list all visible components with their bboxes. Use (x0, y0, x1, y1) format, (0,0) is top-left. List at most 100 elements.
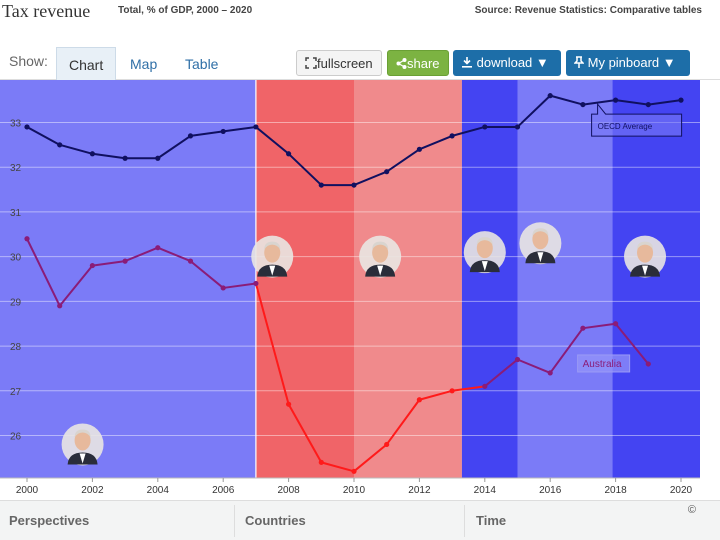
term-band (612, 80, 700, 478)
data-point (449, 388, 455, 394)
data-point (580, 325, 586, 331)
series-line-segment (353, 170, 388, 187)
data-point (89, 151, 95, 157)
data-point (416, 146, 422, 152)
y-tick-label: 28 (10, 342, 22, 353)
data-point (351, 182, 357, 188)
data-point (384, 441, 390, 448)
term-band (461, 80, 518, 478)
term-band (255, 80, 354, 478)
portrait-collar (269, 265, 276, 276)
x-tick-label: 2002 (81, 485, 104, 496)
data-point (253, 124, 259, 130)
data-point (24, 124, 30, 130)
copyright-icon: © (687, 504, 696, 516)
data-point (514, 124, 521, 130)
series-line-segment (223, 125, 257, 133)
data-point (547, 370, 553, 376)
portrait-face (264, 242, 281, 263)
pinboard-button[interactable]: My pinboard ▼ (566, 50, 690, 76)
tab-table[interactable]: Table (185, 56, 219, 72)
expand-icon (305, 57, 317, 69)
term-band (354, 80, 462, 478)
y-tick-label: 29 (10, 297, 22, 308)
data-point (449, 133, 455, 139)
data-point (286, 401, 292, 407)
series-line-segment (648, 99, 682, 106)
series-line-segment (287, 153, 322, 186)
source-link[interactable]: Source: Revenue Statistics: Comparative … (474, 5, 702, 16)
data-point (155, 245, 161, 251)
series-line-segment (419, 389, 453, 401)
data-point (57, 142, 63, 148)
portrait-hair (74, 429, 91, 438)
caret-down-icon: ▼ (535, 55, 549, 70)
portrait-hair (532, 228, 549, 237)
data-point (57, 303, 63, 309)
portrait-face (637, 242, 654, 263)
show-label: Show: (9, 53, 48, 69)
data-point (318, 182, 324, 188)
series-line-segment (92, 152, 126, 160)
portrait-hair (372, 241, 389, 250)
countries-tab[interactable]: Countries (245, 513, 306, 528)
tab-chart[interactable]: Chart (56, 47, 117, 81)
chart-title: Tax revenue (2, 1, 91, 21)
x-tick-label: 2006 (212, 485, 235, 496)
data-point (24, 236, 30, 242)
portrait-face (532, 229, 549, 250)
series-line-segment (59, 143, 93, 155)
series-line-segment (419, 134, 453, 151)
oecd-series-label: OECD Average (598, 122, 653, 131)
series-line-segment (189, 260, 224, 289)
tab-map[interactable]: Map (130, 56, 158, 72)
fullscreen-label: fullscreen (317, 56, 373, 71)
chart-header: Tax revenue Total, % of GDP, 2000 – 2020… (0, 0, 720, 26)
y-tick-label: 32 (10, 163, 22, 174)
series-line-segment (190, 130, 224, 137)
share-button[interactable]: share (387, 50, 449, 76)
x-tick-label: 2020 (670, 485, 693, 496)
data-point (482, 124, 488, 130)
portrait-2018-2020 (624, 235, 667, 278)
chart-subtitle: Total, % of GDP, 2000 – 2020 (118, 5, 253, 16)
data-point (416, 397, 422, 403)
series-line-segment (614, 323, 650, 365)
data-point (384, 169, 390, 175)
series-line-segment (58, 264, 94, 307)
series-line-segment (26, 126, 61, 146)
australia-series-label: Australia (583, 359, 622, 370)
data-point (351, 468, 357, 474)
term-band (0, 80, 256, 478)
series-line-segment (517, 358, 551, 374)
y-tick-label: 26 (10, 432, 22, 443)
portrait-collar (537, 252, 544, 263)
data-point (645, 101, 651, 108)
portrait-collar (377, 265, 384, 276)
perspectives-tab[interactable]: Perspectives (9, 513, 90, 528)
portrait-2013-2015 (463, 231, 506, 274)
series-line-segment (484, 358, 519, 388)
footer-bar: Perspectives Countries Time © (0, 500, 720, 540)
portrait-collar (79, 453, 86, 464)
x-tick-label: 2010 (343, 485, 366, 496)
series-line-segment (254, 283, 290, 405)
series-line-segment (451, 125, 486, 137)
download-button[interactable]: download ▼ (453, 50, 561, 76)
fullscreen-button[interactable]: fullscreen (296, 50, 382, 76)
share-label: share (407, 56, 440, 71)
portrait-face (74, 430, 91, 451)
data-point (645, 361, 651, 367)
toolbar: Show: Chart Map Table fullscreen share d… (0, 44, 720, 81)
share-icon (396, 58, 407, 69)
pinboard-label: My pinboard (587, 55, 660, 70)
time-tab[interactable]: Time (476, 513, 507, 528)
portrait-face (476, 238, 493, 259)
x-tick-label: 2016 (539, 485, 562, 496)
data-point (155, 155, 161, 161)
y-tick-label: 27 (10, 387, 22, 398)
download-icon (462, 57, 472, 68)
series-line-segment (157, 246, 191, 263)
data-point (286, 151, 292, 157)
series-line-segment (549, 94, 584, 106)
